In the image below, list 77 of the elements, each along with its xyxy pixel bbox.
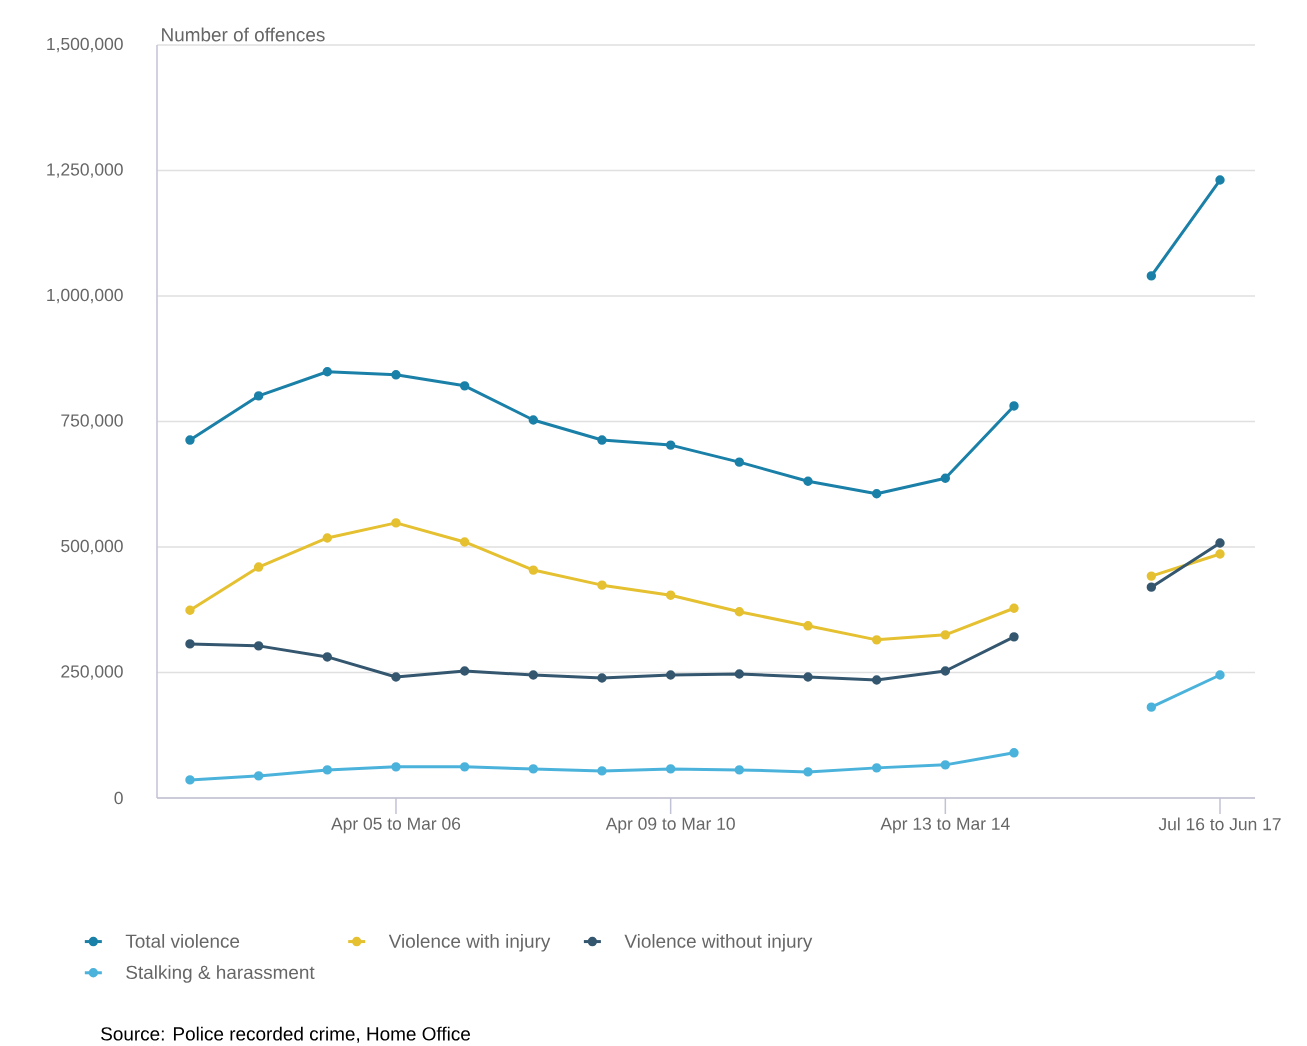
point: [1009, 401, 1019, 411]
point: [665, 764, 676, 774]
point: [940, 760, 951, 770]
point: [734, 765, 745, 775]
point: [871, 489, 882, 499]
point: [871, 763, 882, 773]
y-tick-label: 1,250,000: [47, 163, 123, 178]
point: [528, 670, 539, 680]
point: [665, 590, 676, 600]
point: [391, 672, 401, 682]
point: [1215, 670, 1225, 680]
point: [1215, 538, 1225, 548]
point: [1146, 271, 1157, 281]
point: [803, 767, 813, 777]
point: [734, 457, 745, 467]
point: [1146, 571, 1157, 581]
point: [459, 381, 470, 391]
point: [322, 652, 333, 662]
point: [803, 476, 813, 486]
point: [459, 666, 470, 676]
x-tick-label: Apr 09 to Mar 10: [605, 817, 735, 834]
point: [528, 565, 539, 575]
point: [185, 639, 195, 649]
point: [734, 607, 745, 617]
point: [1146, 582, 1157, 592]
point: [391, 518, 401, 528]
point: [1146, 702, 1157, 712]
point: [1215, 549, 1225, 559]
point: [185, 775, 195, 785]
point: [734, 669, 745, 679]
point: [459, 762, 470, 772]
point: [391, 370, 401, 380]
point: [1009, 603, 1019, 613]
point: [803, 672, 813, 682]
point: [528, 764, 539, 774]
point: [253, 391, 264, 401]
point: [940, 630, 951, 640]
point: [597, 435, 607, 445]
y-axis-title: Number of offences: [162, 27, 325, 42]
x-tick-label: Apr 05 to Mar 06: [331, 817, 461, 834]
point: [871, 635, 882, 645]
point: [803, 621, 813, 631]
point: [322, 765, 333, 775]
y-tick-label: 250,000: [61, 665, 123, 680]
point: [665, 440, 676, 450]
point: [940, 666, 951, 676]
point: [597, 766, 607, 776]
x-tick-label: Jul 16 to Jun 17: [1158, 817, 1281, 831]
point: [1215, 175, 1225, 185]
legend-label: Stalking & harassment: [126, 965, 315, 983]
point: [597, 580, 607, 590]
point: [1009, 748, 1019, 758]
legend-label: Violence with injury: [388, 933, 551, 952]
y-tick-label: 1,000,000: [47, 288, 123, 304]
point: [1009, 632, 1019, 642]
point: [597, 673, 607, 683]
point: [322, 367, 333, 377]
point: [253, 641, 264, 651]
x-tick-label: Apr 13 to Mar 14: [880, 817, 1010, 834]
point: [459, 537, 470, 547]
point: [185, 605, 195, 615]
point: [528, 415, 539, 425]
legend-label: Total violence: [125, 933, 240, 948]
point: [665, 670, 676, 680]
y-tick-label: 750,000: [61, 414, 123, 429]
point: [871, 675, 882, 685]
point: [322, 533, 333, 543]
point: [391, 762, 401, 772]
legend-label: Violence without injury: [624, 933, 813, 952]
point: [940, 473, 951, 483]
source-note: Source: Police recorded crime, Home Office: [101, 1026, 470, 1043]
y-tick-label: 1,500,000: [47, 37, 123, 53]
y-tick-label: 0: [114, 791, 123, 805]
point: [253, 562, 264, 572]
point: [253, 771, 264, 781]
y-tick-label: 500,000: [61, 539, 123, 555]
point: [185, 435, 195, 445]
